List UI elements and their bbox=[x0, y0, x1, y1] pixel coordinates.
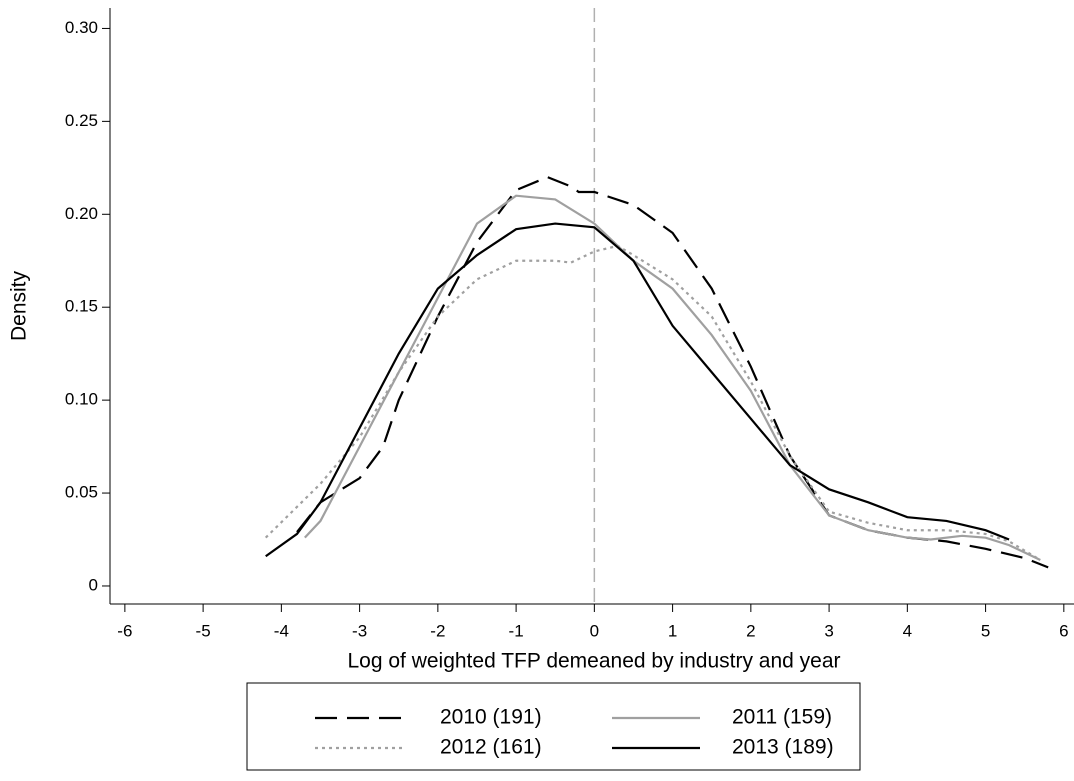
legend-label: 2010 (191) bbox=[440, 706, 542, 729]
x-tick-label: -6 bbox=[117, 621, 132, 640]
legend-box bbox=[246, 682, 861, 771]
y-tick-label: 0.10 bbox=[65, 390, 98, 409]
legend-label: 2011 (159) bbox=[732, 706, 832, 729]
y-tick-label: 0.25 bbox=[65, 111, 98, 130]
legend-label: 2012 (161) bbox=[440, 736, 542, 759]
y-tick-label: 0.20 bbox=[65, 204, 98, 223]
y-tick-label: 0.05 bbox=[65, 483, 98, 502]
y-tick-label: 0 bbox=[89, 575, 98, 594]
x-tick-label: -3 bbox=[352, 621, 367, 640]
x-tick-label: 3 bbox=[824, 621, 833, 640]
x-tick-label: 1 bbox=[668, 621, 677, 640]
x-tick-label: 6 bbox=[1059, 621, 1068, 640]
y-axis-label: Density bbox=[8, 270, 31, 341]
x-tick-label: 2 bbox=[746, 621, 755, 640]
x-tick-label: 0 bbox=[590, 621, 599, 640]
x-tick-label: -2 bbox=[430, 621, 445, 640]
legend-label: 2013 (189) bbox=[732, 736, 834, 759]
x-tick-label: -1 bbox=[509, 621, 524, 640]
x-axis-label: Log of weighted TFP demeaned by industry… bbox=[347, 650, 840, 673]
y-tick-label: 0.15 bbox=[65, 297, 98, 316]
series-line bbox=[304, 194, 1041, 561]
x-tick-label: -5 bbox=[196, 621, 211, 640]
x-tick-label: 4 bbox=[903, 621, 912, 640]
series-line bbox=[296, 175, 1049, 569]
x-tick-label: -4 bbox=[274, 621, 289, 640]
y-tick-label: 0.30 bbox=[65, 18, 98, 37]
x-tick-label: 5 bbox=[981, 621, 990, 640]
series-line bbox=[265, 222, 1010, 558]
